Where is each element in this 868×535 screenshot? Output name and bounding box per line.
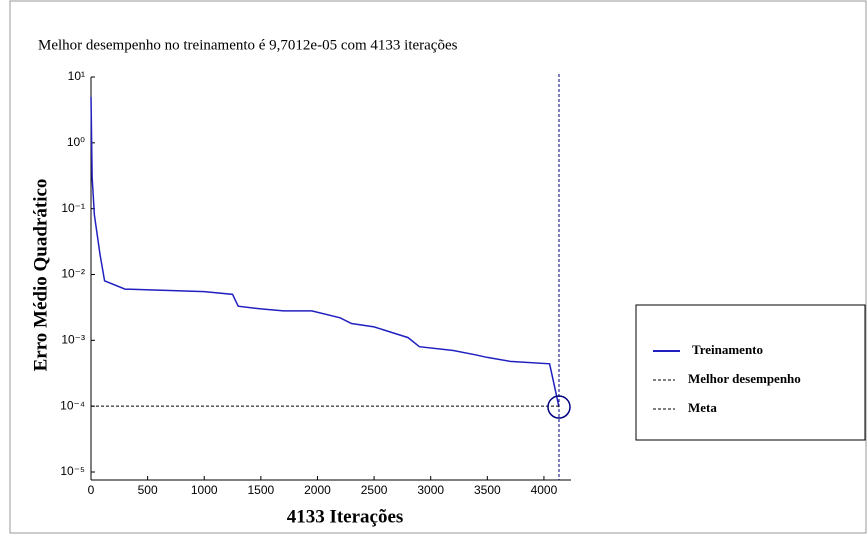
x-tick-label: 1000 xyxy=(191,483,218,497)
data-line xyxy=(90,96,560,408)
legend-label: Meta xyxy=(688,400,717,415)
y-axis-label: Erro Médio Quadrático xyxy=(30,179,51,372)
legend-box xyxy=(635,304,866,441)
y-tick-label: 10⁻³ xyxy=(61,333,85,347)
x-tick-label: 2500 xyxy=(361,483,388,497)
y-tick-label: 10⁰ xyxy=(67,135,85,149)
x-tick-label: 4000 xyxy=(531,483,558,497)
y-tick-label: 10⁻¹ xyxy=(61,201,85,215)
x-axis-label: 4133 Iterações xyxy=(287,506,404,527)
y-tick-label: 10⁻⁵ xyxy=(60,464,85,478)
y-tick-label: 10¹ xyxy=(68,69,85,83)
x-tick-label: 2000 xyxy=(304,483,331,497)
x-tick-label: 3500 xyxy=(474,483,501,497)
x-tick-label: 1500 xyxy=(248,483,275,497)
y-tick-label: 10⁻² xyxy=(61,267,85,281)
frame xyxy=(9,0,867,534)
chart-title: Melhor desempenho no treinamento é 9,701… xyxy=(38,37,458,53)
legend-label: Melhor desempenho xyxy=(688,371,801,386)
x-tick-label: 0 xyxy=(88,483,95,497)
legend-label: Treinamento xyxy=(692,342,763,357)
best-point xyxy=(547,395,571,419)
y-tick-label: 10⁻⁴ xyxy=(60,398,85,412)
x-tick-label: 500 xyxy=(138,483,158,497)
x-tick-label: 3000 xyxy=(417,483,444,497)
